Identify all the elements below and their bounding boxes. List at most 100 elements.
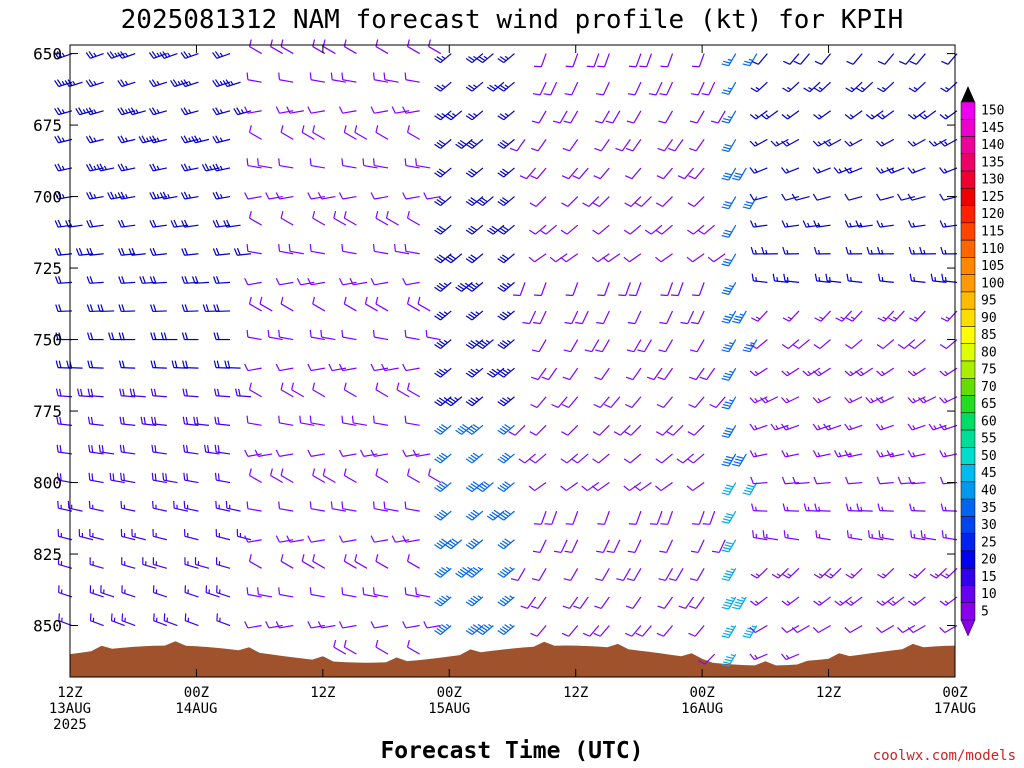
barb-flag bbox=[560, 485, 567, 492]
barb-flag bbox=[301, 554, 305, 562]
colorbar-top-arrow bbox=[961, 86, 975, 102]
barb-staff bbox=[184, 451, 199, 455]
barb-staff bbox=[765, 396, 779, 404]
wind-barb bbox=[362, 158, 378, 169]
barb-flag bbox=[907, 450, 913, 458]
barb-flag bbox=[823, 140, 830, 147]
barb-staff bbox=[375, 217, 389, 226]
barb-flag bbox=[592, 229, 599, 235]
wind-barb bbox=[534, 510, 547, 525]
barb-flag bbox=[459, 139, 467, 146]
barb-half-flag bbox=[912, 425, 916, 430]
barb-half-flag bbox=[443, 368, 448, 372]
barb-flag bbox=[472, 595, 480, 601]
color-legend: 1501451401351301251201151101051009590858… bbox=[960, 86, 1004, 637]
y-tick-label: 825 bbox=[33, 545, 62, 564]
barb-flag bbox=[180, 52, 186, 59]
wind-barb bbox=[592, 196, 610, 207]
barb-flag bbox=[120, 191, 125, 199]
barb-flag bbox=[493, 509, 501, 515]
barb-flag bbox=[782, 87, 790, 93]
wind-barb bbox=[152, 585, 168, 598]
x-tick-label: 12Z bbox=[563, 685, 588, 701]
barb-flag bbox=[486, 372, 494, 378]
barb-flag bbox=[436, 84, 444, 90]
wind-barb bbox=[508, 424, 526, 436]
barb-flag bbox=[563, 578, 571, 582]
barb-staff bbox=[503, 167, 515, 178]
wind-barb bbox=[257, 158, 273, 169]
barb-staff bbox=[883, 310, 895, 322]
barb-flag bbox=[939, 627, 946, 633]
barb-flag bbox=[56, 444, 59, 453]
barb-half-flag bbox=[177, 80, 181, 85]
barb-flag bbox=[908, 220, 913, 228]
barb-flag bbox=[434, 401, 441, 407]
barb-flag bbox=[560, 229, 568, 235]
wind-barb bbox=[530, 367, 547, 381]
barb-flag bbox=[465, 200, 473, 207]
barb-staff bbox=[820, 310, 832, 322]
barb-flag bbox=[793, 60, 801, 65]
barb-flag bbox=[434, 515, 441, 521]
barb-flag bbox=[723, 604, 731, 608]
barb-half-flag bbox=[839, 600, 844, 605]
barb-flag bbox=[320, 329, 323, 338]
barb-flag bbox=[151, 79, 157, 86]
barb-flag bbox=[58, 332, 62, 340]
barb-staff bbox=[786, 367, 800, 377]
barb-half-flag bbox=[741, 596, 746, 600]
wind-barb bbox=[658, 339, 674, 353]
barb-staff bbox=[142, 563, 157, 569]
wind-barb bbox=[628, 282, 642, 297]
wind-barb bbox=[476, 53, 494, 64]
colorbar-label: 10 bbox=[981, 587, 997, 602]
wind-barb bbox=[372, 587, 389, 598]
barb-flag bbox=[214, 416, 217, 424]
wind-barb bbox=[296, 277, 315, 286]
wind-barb bbox=[625, 396, 642, 409]
wind-barb bbox=[939, 220, 958, 228]
wind-barb bbox=[406, 39, 420, 55]
barb-flag bbox=[939, 114, 947, 120]
barb-flag bbox=[909, 503, 912, 511]
barb-half-flag bbox=[818, 277, 821, 282]
barb-flag bbox=[423, 621, 428, 629]
wind-barb bbox=[721, 282, 737, 296]
barb-staff bbox=[342, 250, 357, 255]
barb-staff bbox=[600, 367, 610, 380]
wind-barb bbox=[615, 139, 631, 152]
barb-flag bbox=[117, 164, 123, 172]
barb-flag bbox=[886, 450, 892, 458]
barb-half-flag bbox=[167, 52, 171, 57]
barb-staff bbox=[279, 250, 294, 255]
wind-barb bbox=[876, 220, 894, 228]
barb-staff bbox=[728, 453, 737, 467]
barb-half-flag bbox=[61, 109, 65, 114]
barb-staff bbox=[471, 367, 484, 378]
barb-staff bbox=[374, 164, 389, 169]
colorbar-swatch bbox=[960, 429, 976, 448]
wind-barb bbox=[750, 567, 768, 579]
barb-half-flag bbox=[934, 573, 939, 577]
barb-staff bbox=[821, 53, 832, 65]
colorbar-swatch bbox=[960, 567, 976, 586]
wind-barb bbox=[180, 135, 199, 144]
barb-flag bbox=[508, 431, 516, 436]
barb-flag bbox=[939, 450, 944, 458]
wind-barb bbox=[307, 621, 325, 629]
barb-flag bbox=[502, 568, 509, 574]
barb-flag bbox=[154, 473, 157, 481]
wind-barb bbox=[844, 193, 863, 201]
barb-staff bbox=[482, 482, 494, 492]
barb-staff bbox=[184, 138, 199, 144]
barb-flag bbox=[246, 329, 249, 338]
barb-staff bbox=[310, 195, 325, 200]
barb-half-flag bbox=[881, 277, 884, 282]
wind-barb bbox=[406, 554, 420, 569]
barb-half-flag bbox=[754, 370, 759, 375]
barb-flag bbox=[497, 458, 505, 464]
wind-barb bbox=[586, 53, 600, 68]
barb-flag bbox=[781, 600, 789, 606]
